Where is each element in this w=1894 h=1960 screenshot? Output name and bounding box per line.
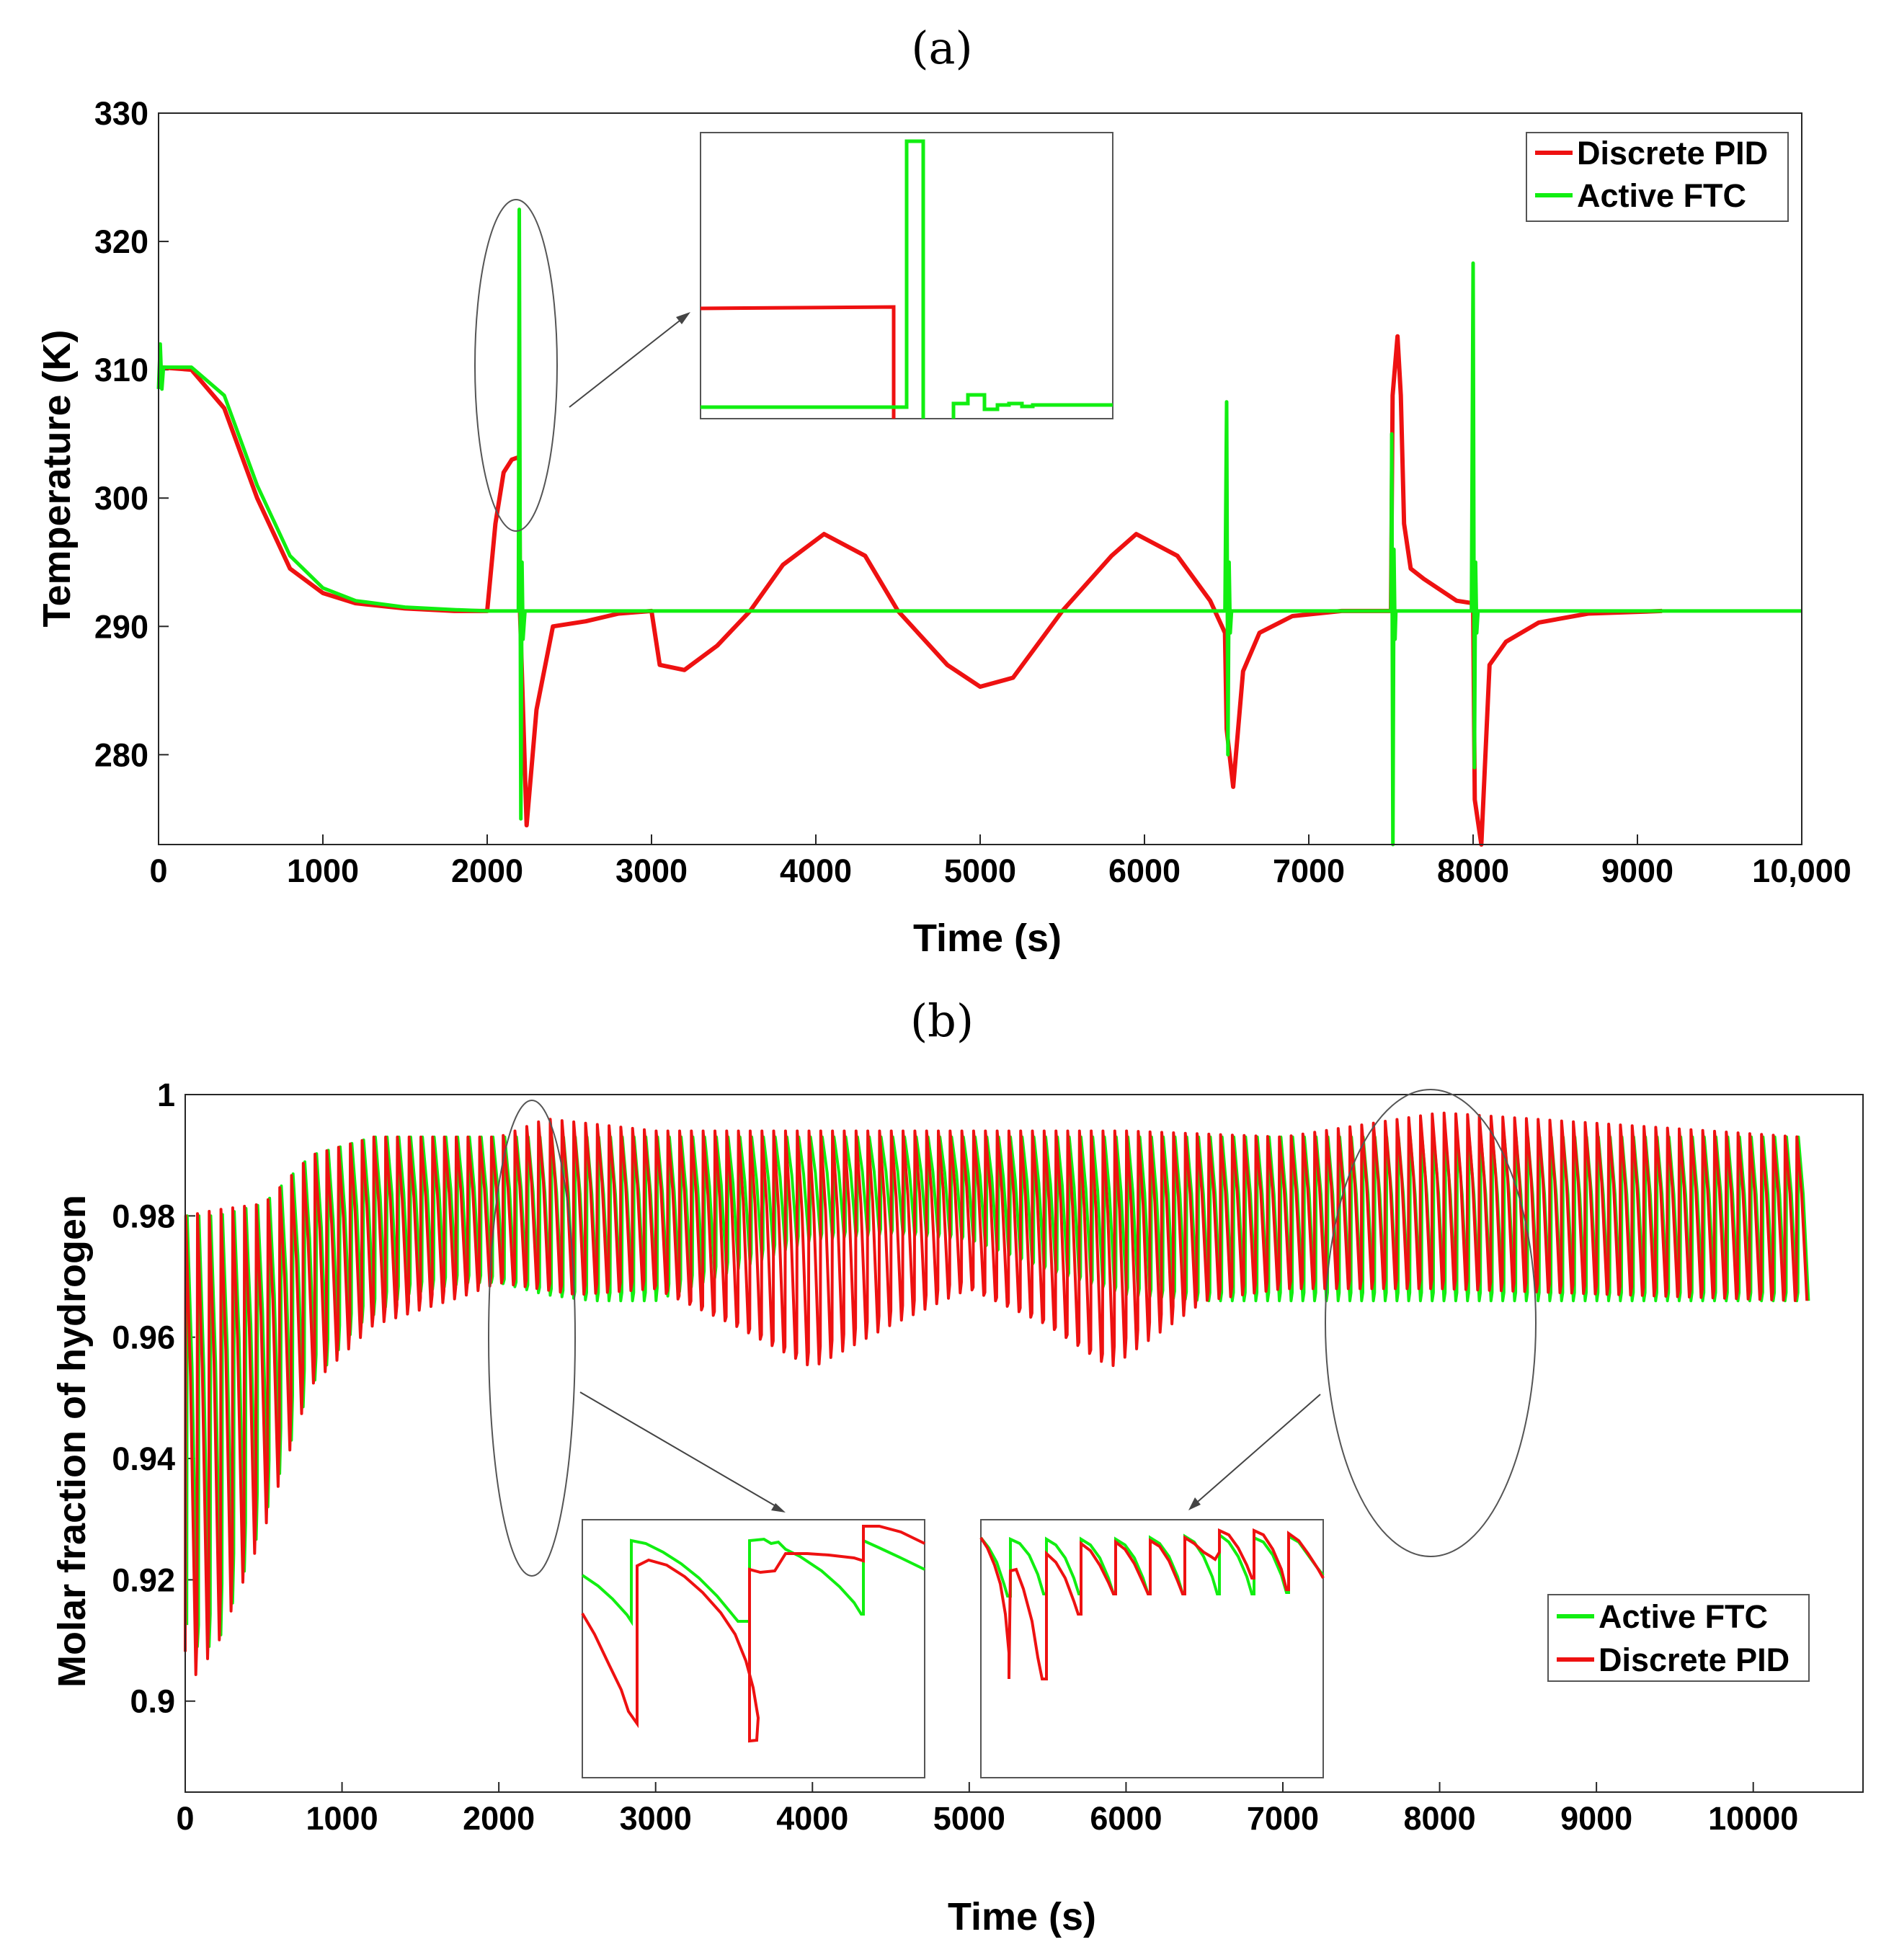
panel-b-x-tick-label-8: 8000: [1404, 1800, 1476, 1837]
panel-b-y-tick-label-4: 0.98: [112, 1198, 175, 1234]
panel-b-zoom-inset-1: [581, 1519, 925, 1778]
panel-b-x-tick-label-0: 0: [176, 1800, 194, 1837]
series-discrete-pid-line: [184, 1111, 1809, 1676]
panel-b-inset-1-frame: [582, 1519, 925, 1778]
panel-a-y-tick-label-5: 330: [94, 95, 148, 132]
panel-a-inset-ftc-settle: [951, 393, 1113, 419]
panel-b-x-tick-label-4: 4000: [776, 1800, 848, 1837]
panel-b-inset-2-frame: [980, 1519, 1324, 1778]
legend-label-active-ftc: Active FTC: [1577, 177, 1746, 214]
panel-a-x-tick-label-5: 5000: [944, 852, 1016, 889]
panel-b-x-tick-label-2: 2000: [463, 1800, 535, 1837]
panel-a-zoom-arrowhead: [676, 312, 690, 324]
panel-a-y-tick-label-1: 290: [94, 608, 148, 645]
panel-b-zoom-arrowhead-1: [771, 1503, 786, 1513]
panel-b-y-tick-label-0: 0.9: [130, 1683, 175, 1720]
legend-label-active-ftc: Active FTC: [1599, 1598, 1768, 1635]
panel-b-title: (b): [910, 994, 974, 1047]
panel-a-y-tick-label-3: 310: [94, 352, 148, 388]
panel-b-zoom-arrow-1: [579, 1391, 781, 1510]
panel-b-axes-frame: [184, 1094, 1864, 1793]
panel-a-axes-frame: [158, 112, 1802, 845]
panel-a-x-tick-label-3: 3000: [615, 852, 688, 889]
panel-a-lines: [156, 208, 1802, 847]
panel-a-legend: Discrete PID Active FTC: [1526, 132, 1789, 222]
panel-b-legend: Active FTC Discrete PID: [1547, 1594, 1810, 1682]
panel-b-y-tick-label-2: 0.94: [112, 1440, 175, 1477]
panel-b-legend-box: [1547, 1594, 1810, 1682]
panel-a-y-axis-label: Temperature (K): [35, 329, 79, 627]
panel-a-y-tick-label-0: 280: [94, 736, 148, 773]
panel-b-inset-2-pid-line: [979, 1528, 1325, 1680]
panel-b-chart: 0 1000 2000 3000 4000 5000 6000 7000 8000 9000 100…: [50, 1077, 1864, 1938]
panel-a-x-tick-label-8: 8000: [1437, 852, 1509, 889]
panel-b-x-tick-label-3: 3000: [620, 1800, 692, 1837]
panel-b-x-tick-label-9: 9000: [1560, 1800, 1632, 1837]
panel-b-x-tick-label-10: 10000: [1708, 1800, 1798, 1837]
panel-a-zoom-ellipse: [474, 199, 558, 532]
panel-a-zoom-inset: [700, 132, 1113, 419]
panel-a-ticks: 0 1000 2000 3000 4000 5000 6000 7000 8000 9000 10,…: [94, 95, 1851, 889]
panel-a-x-tick-label-1: 1000: [287, 852, 359, 889]
panel-a-x-tick-label-7: 7000: [1273, 852, 1345, 889]
panel-b-y-axis-label: Molar fraction of hydrogen: [50, 1195, 94, 1688]
panel-a-zoom-arrow: [569, 315, 687, 408]
panel-a-x-tick-label-0: 0: [149, 852, 167, 889]
panel-a-y-tick-label-2: 300: [94, 480, 148, 517]
panel-a-x-tick-label-6: 6000: [1108, 852, 1181, 889]
legend-label-discrete-pid: Discrete PID: [1577, 135, 1768, 172]
panel-b-ticks: 0 1000 2000 3000 4000 5000 6000 7000 8000 9000 100…: [112, 1077, 1798, 1837]
series-discrete-pid-line: [158, 334, 1663, 847]
panel-b-zoom-ellipse-1: [488, 1100, 576, 1577]
panel-a-title: (a): [911, 22, 972, 74]
panel-b-zoom-inset-2: [979, 1519, 1325, 1778]
panel-a-y-tick-label-4: 320: [94, 223, 148, 260]
panel-a-chart: 0 1000 2000 3000 4000 5000 6000 7000 8000 9000 10,…: [35, 95, 1851, 960]
panel-b-zoom-arrowhead-2: [1188, 1497, 1201, 1510]
panel-b-x-tick-label-5: 5000: [933, 1800, 1005, 1837]
series-active-ftc-line: [156, 208, 1802, 847]
panel-b-x-tick-label-1: 1000: [306, 1800, 378, 1837]
panel-b-y-tick-label-5: 1: [157, 1077, 175, 1113]
panel-b-y-tick-label-1: 0.92: [112, 1562, 175, 1598]
panel-b-lines: [184, 1111, 1810, 1676]
panel-b-zoom-arrow-2: [1192, 1394, 1321, 1507]
panel-b-y-tick-label-3: 0.96: [112, 1319, 175, 1356]
legend-label-discrete-pid: Discrete PID: [1599, 1642, 1789, 1678]
panel-a-x-axis-label: Time (s): [913, 917, 1062, 960]
panel-b-x-tick-label-7: 7000: [1247, 1800, 1319, 1837]
panel-a-x-tick-label-10: 10,000: [1752, 852, 1851, 889]
panel-a-x-tick-label-2: 2000: [451, 852, 523, 889]
panel-b-x-tick-label-6: 6000: [1090, 1800, 1162, 1837]
panel-a-x-tick-label-9: 9000: [1601, 852, 1673, 889]
panel-b-inset-1-ftc-line: [581, 1537, 925, 1626]
panel-b-x-axis-label: Time (s): [948, 1895, 1096, 1938]
panel-a-legend-box: [1526, 132, 1789, 222]
panel-a-inset-ftc-spike: [701, 139, 925, 419]
panel-a-x-tick-label-4: 4000: [780, 852, 852, 889]
panel-b-zoom-ellipse-2: [1325, 1089, 1537, 1557]
panel-a-inset-pid-line: [700, 305, 896, 419]
panel-b-inset-1-pid-line: [581, 1525, 925, 1743]
